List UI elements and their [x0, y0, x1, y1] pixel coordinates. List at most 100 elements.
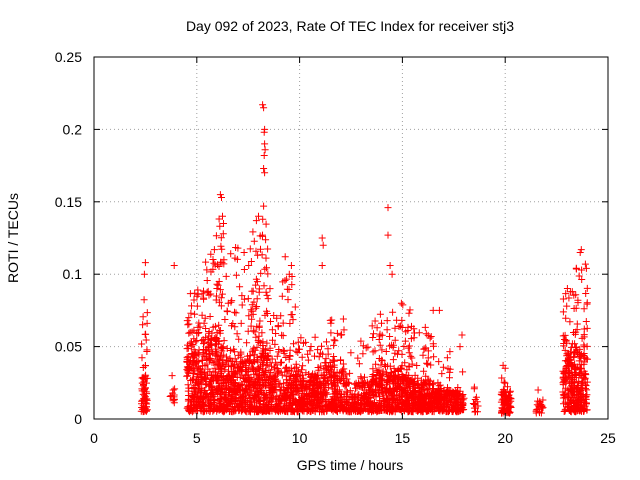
data-point — [217, 294, 225, 302]
data-point — [215, 382, 223, 390]
data-point — [229, 320, 237, 327]
data-point — [277, 359, 285, 367]
data-point — [214, 281, 222, 289]
data-point — [561, 336, 568, 343]
data-point — [253, 343, 261, 351]
data-point — [298, 353, 306, 361]
data-point — [389, 399, 396, 407]
data-point — [300, 377, 308, 385]
data-point — [268, 326, 276, 334]
data-point — [410, 380, 418, 388]
data-point — [389, 395, 397, 403]
data-point — [185, 314, 193, 322]
data-point — [470, 383, 478, 391]
data-point — [444, 392, 452, 400]
data-point — [559, 381, 567, 389]
data-point — [384, 231, 392, 239]
data-point — [429, 386, 436, 394]
data-point — [583, 299, 591, 307]
data-point — [219, 230, 227, 238]
data-point — [386, 362, 394, 370]
data-point — [344, 379, 352, 387]
data-point — [287, 311, 295, 319]
data-point — [362, 389, 370, 397]
data-point — [206, 408, 214, 415]
data-point — [578, 380, 586, 388]
data-point — [191, 350, 199, 358]
data-point — [337, 357, 344, 364]
data-point — [247, 306, 255, 314]
data-point — [204, 406, 212, 414]
data-point — [398, 316, 406, 324]
scatter-points — [137, 101, 591, 417]
data-point — [344, 388, 351, 396]
data-point — [331, 371, 339, 379]
data-point — [214, 395, 222, 403]
data-point — [250, 298, 258, 306]
data-point — [565, 294, 573, 302]
y-tick-label: 0.05 — [55, 339, 82, 355]
data-point — [438, 370, 446, 378]
data-point — [198, 337, 206, 345]
data-point — [376, 341, 384, 349]
data-point — [139, 313, 147, 321]
data-point — [212, 377, 220, 385]
x-tick-label: 25 — [600, 430, 616, 446]
data-point — [370, 330, 377, 338]
data-point — [283, 363, 290, 371]
data-point — [281, 277, 289, 284]
data-point — [211, 405, 218, 413]
y-tick-label: 0.25 — [55, 49, 82, 65]
data-point — [420, 367, 428, 375]
data-point — [447, 399, 455, 407]
data-point — [216, 222, 224, 230]
data-point — [299, 362, 307, 370]
data-point — [339, 315, 347, 323]
data-point — [275, 348, 283, 356]
data-point — [377, 361, 385, 369]
data-point — [222, 381, 230, 389]
data-point — [452, 397, 460, 405]
data-point — [395, 347, 403, 355]
data-point — [565, 357, 573, 364]
data-point — [252, 333, 260, 341]
data-point — [391, 372, 399, 380]
data-point — [201, 392, 209, 400]
data-point — [409, 403, 417, 411]
data-point — [255, 285, 263, 293]
data-point — [231, 308, 238, 316]
data-point — [339, 372, 347, 380]
data-point — [458, 331, 466, 339]
data-point — [251, 328, 259, 336]
data-point — [435, 358, 443, 366]
data-point — [506, 387, 514, 395]
data-point — [287, 380, 295, 388]
data-point — [578, 276, 586, 283]
data-point — [240, 295, 248, 303]
data-point — [427, 361, 435, 369]
data-point — [257, 362, 264, 370]
data-point — [221, 366, 229, 374]
data-point — [381, 385, 389, 392]
data-point — [389, 308, 397, 316]
data-point — [201, 314, 209, 322]
data-point — [435, 306, 443, 314]
data-point — [232, 309, 240, 317]
data-point — [193, 364, 201, 372]
data-point — [383, 326, 391, 334]
data-point — [267, 368, 275, 376]
data-point — [270, 385, 277, 393]
y-tick-label: 0 — [74, 411, 82, 427]
data-point — [436, 381, 444, 389]
data-point — [260, 165, 268, 172]
data-point — [404, 344, 412, 352]
data-point — [250, 366, 257, 374]
data-point — [560, 408, 568, 415]
data-point — [421, 395, 429, 403]
data-point — [501, 379, 509, 387]
data-point — [205, 402, 213, 410]
data-point — [276, 387, 284, 395]
data-point — [248, 307, 256, 315]
data-point — [378, 399, 385, 407]
data-point — [186, 364, 193, 372]
